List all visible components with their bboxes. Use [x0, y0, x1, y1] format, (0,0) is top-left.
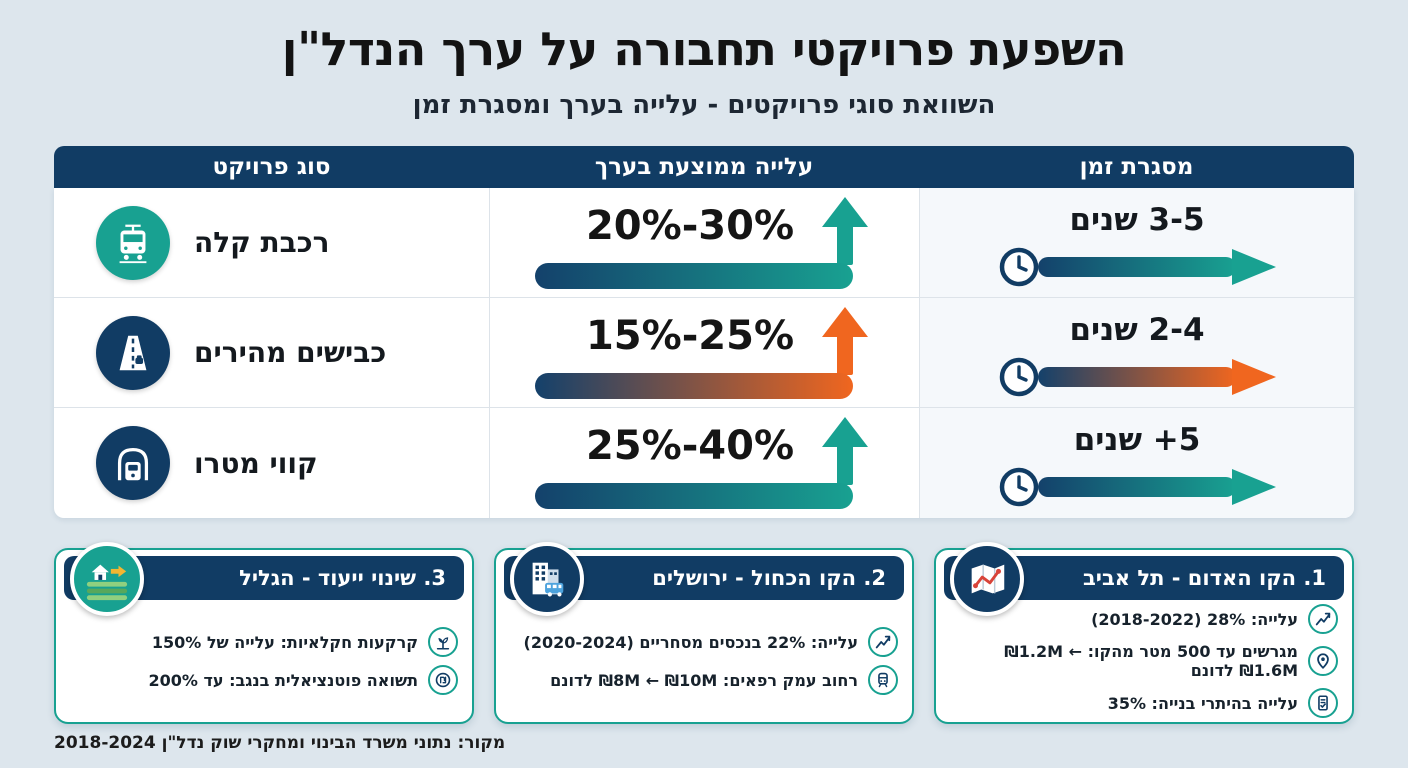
project-cell: כבישים מהירים — [54, 298, 489, 407]
increase-value: 25%-40% — [585, 423, 793, 469]
case-card-rezoning: 3. שינוי ייעוד - הגליל קרקעות חקלאיות: ע… — [54, 542, 474, 724]
card-fact: קרקעות חקלאיות: עלייה של 150% — [151, 632, 418, 652]
page-title: השפעת פרויקטי תחבורה על ערך הנדל"ן — [281, 22, 1127, 76]
card-fact: רחוב עמק רפאים: ₪8M ← ₪10M לדונם — [550, 670, 858, 690]
value-increase-cell: 15%-25% — [489, 298, 919, 407]
list-item: עלייה: 22% בנכסים מסחריים (2020-2024) — [506, 627, 898, 657]
timeframe-graphic — [996, 354, 1278, 400]
map-route-icon — [950, 542, 1024, 616]
timeline-arrow — [1038, 248, 1276, 285]
card-body: קרקעות חקלאיות: עלייה של 150% תשואה פוטנ… — [66, 606, 458, 716]
clock-icon — [999, 467, 1039, 507]
card-fact: תשואה פוטנציאלית בנגב: עד 200% — [148, 670, 418, 690]
permit-icon — [1308, 688, 1338, 718]
header-timeframe: מסגרת זמן — [1079, 154, 1194, 180]
timeframe-cell: 2-4 שנים — [919, 298, 1354, 407]
field-icon — [428, 627, 458, 657]
timeline-arrow — [1038, 469, 1276, 505]
yield-icon — [428, 665, 458, 695]
project-label: קווי מטרו — [194, 446, 318, 480]
timeframe-value: 5+ שנים — [1073, 422, 1201, 458]
increase-arrow-graphic: 25%-40% — [534, 417, 868, 509]
tram-icon — [96, 205, 170, 280]
increase-value: 15%-25% — [585, 313, 793, 359]
card-fact: עלייה: 22% בנכסים מסחריים (2020-2024) — [523, 632, 859, 652]
increase-arrow-graphic: 20%-30% — [534, 196, 868, 289]
metro-icon — [96, 426, 170, 500]
header-project-type: סוג פרויקט — [212, 154, 331, 180]
table-row: קווי מטרו 25%-40% 5+ שנים — [54, 408, 1354, 518]
project-cell: קווי מטרו — [54, 408, 489, 518]
project-label: רכבת קלה — [194, 226, 330, 259]
project-cell: רכבת קלה — [54, 188, 489, 297]
list-item: מגרשים עד 500 מטר מהקו: ₪1.2M ← ₪1.6M לד… — [946, 642, 1338, 680]
case-card-red-line: 1. הקו האדום - תל אביב עלייה: 28% (2018-… — [934, 542, 1354, 724]
comparison-table: סוג פרויקט עלייה ממוצעת בערך מסגרת זמן — [54, 146, 1354, 518]
farm-icon — [70, 542, 144, 616]
table-row: כבישים מהירים 15%-25% 2-4 שנים — [54, 298, 1354, 408]
card-body: עלייה: 22% בנכסים מסחריים (2020-2024) רח… — [506, 606, 898, 716]
list-item: קרקעות חקלאיות: עלייה של 150% — [66, 627, 458, 657]
list-item: עלייה בהיתרי בנייה: 35% — [946, 688, 1338, 718]
timeframe-graphic — [996, 244, 1278, 290]
value-increase-cell: 25%-40% — [489, 408, 919, 518]
source-note: מקור: נתוני משרד הבינוי ומחקרי שוק נדל"ן… — [54, 733, 506, 753]
table-header-row: סוג פרויקט עלייה ממוצעת בערך מסגרת זמן — [54, 146, 1354, 188]
project-label: כבישים מהירים — [194, 336, 387, 369]
list-item: עלייה: 28% (2018-2022) — [946, 604, 1338, 634]
clock-icon — [999, 247, 1039, 286]
increase-arrow-graphic: 15%-25% — [534, 306, 868, 399]
increase-value: 20%-30% — [585, 203, 793, 249]
train-icon — [868, 665, 898, 695]
timeframe-graphic — [996, 464, 1278, 510]
list-item: רחוב עמק רפאים: ₪8M ← ₪10M לדונם — [506, 665, 898, 695]
highway-icon — [96, 315, 170, 390]
location-icon — [1308, 646, 1338, 676]
timeframe-value: 3-5 שנים — [1069, 201, 1205, 238]
card-fact: עלייה בהיתרי בנייה: 35% — [1107, 693, 1298, 713]
timeframe-value: 2-4 שנים — [1069, 311, 1205, 348]
clock-icon — [999, 357, 1039, 396]
timeframe-cell: 5+ שנים — [919, 408, 1354, 518]
list-item: תשואה פוטנציאלית בנגב: עד 200% — [66, 665, 458, 695]
case-card-blue-line: 2. הקו הכחול - ירושלים עלייה: 22% בנכסים… — [494, 542, 914, 724]
chart-up-icon — [868, 627, 898, 657]
card-body: עלייה: 28% (2018-2022) מגרשים עד 500 מטר… — [946, 604, 1338, 718]
chart-up-icon — [1308, 604, 1338, 634]
card-fact: מגרשים עד 500 מטר מהקו: ₪1.2M ← ₪1.6M לד… — [1004, 642, 1298, 680]
header-value-increase: עלייה ממוצעת בערך — [594, 154, 814, 180]
building-bus-icon — [510, 542, 584, 616]
table-body: רכבת קלה 20%-30% 3-5 שנים — [54, 188, 1354, 518]
timeline-arrow — [1038, 358, 1276, 395]
value-increase-cell: 20%-30% — [489, 188, 919, 297]
page-subtitle: השוואת סוגי פרויקטים - עלייה בערך ומסגרת… — [412, 90, 996, 120]
timeframe-cell: 3-5 שנים — [919, 188, 1354, 297]
card-fact: עלייה: 28% (2018-2022) — [1091, 609, 1298, 629]
table-row: רכבת קלה 20%-30% 3-5 שנים — [54, 188, 1354, 298]
